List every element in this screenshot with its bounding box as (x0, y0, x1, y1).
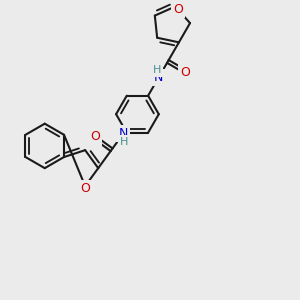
Text: N: N (118, 127, 128, 140)
Text: H: H (152, 65, 161, 75)
Text: O: O (80, 182, 90, 195)
Text: N: N (153, 71, 163, 84)
Text: O: O (180, 66, 190, 79)
Text: H: H (120, 137, 129, 147)
Text: O: O (90, 130, 100, 143)
Text: O: O (173, 3, 183, 16)
